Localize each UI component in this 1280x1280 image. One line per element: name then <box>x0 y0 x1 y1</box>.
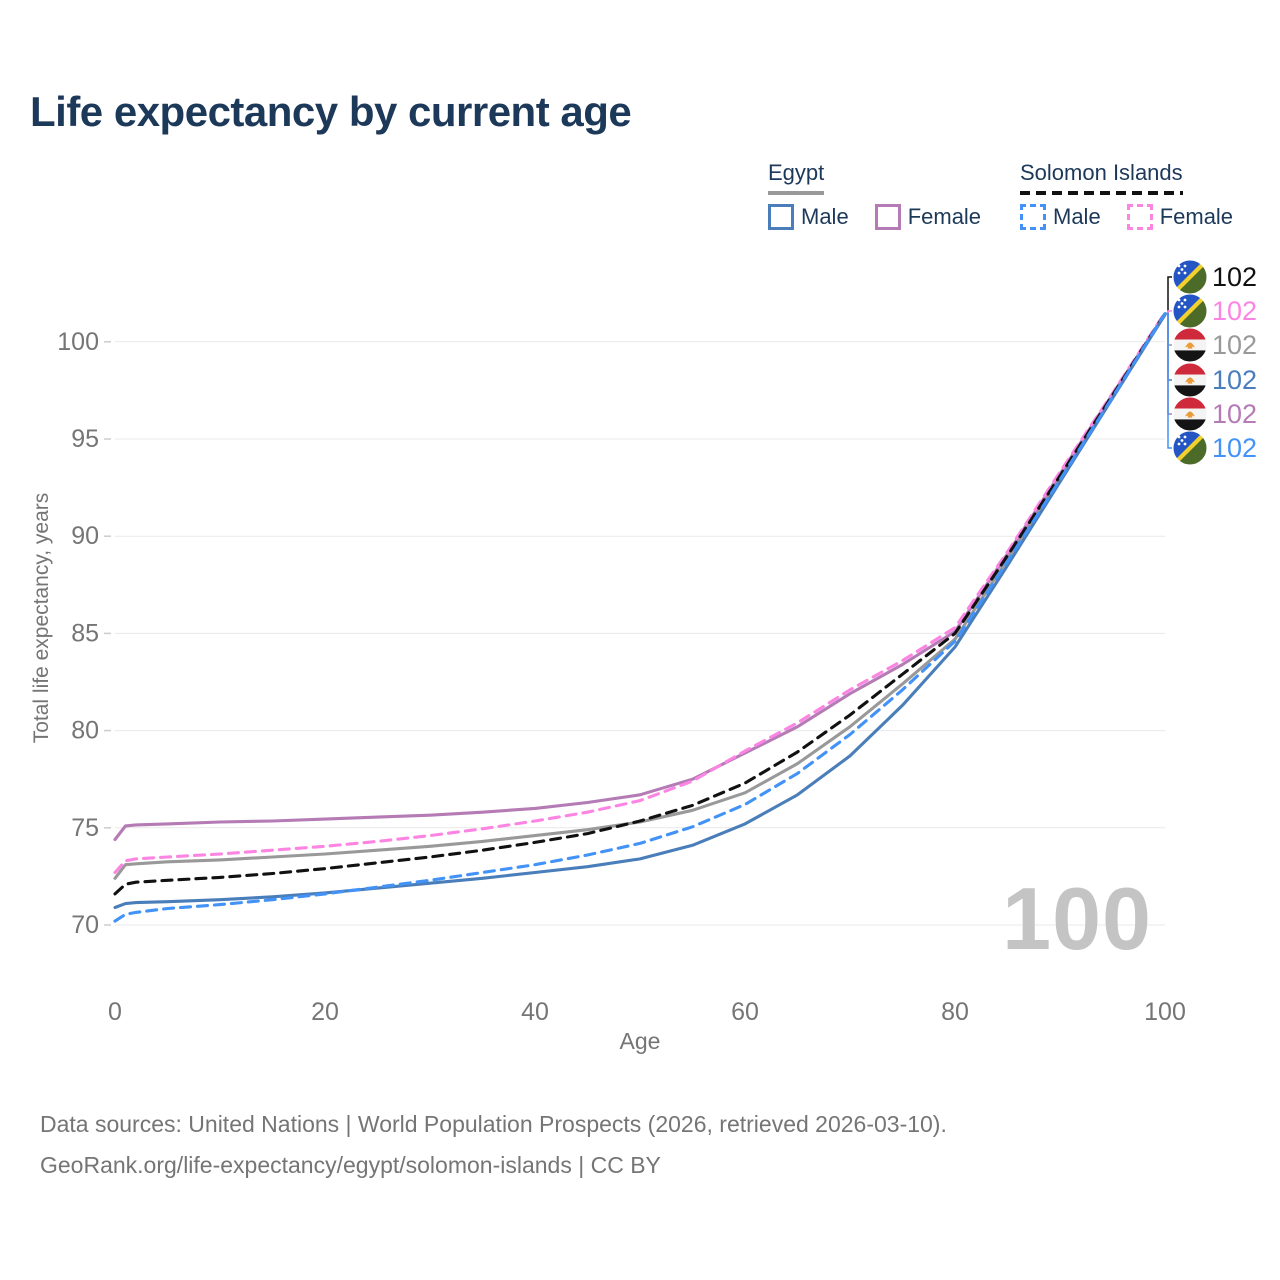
y-axis-title: Total life expectancy, years <box>30 493 53 744</box>
end-label-connector-solomon-both <box>1165 276 1172 315</box>
legend-egypt-male[interactable]: Male <box>768 204 849 230</box>
egypt-female-swatch-icon <box>874 204 901 230</box>
xtick-label-80: 80 <box>941 998 969 1026</box>
ytick-label-95: 95 <box>71 425 99 453</box>
legend-egypt-header[interactable]: Egypt <box>768 160 825 195</box>
xtick-label-20: 20 <box>311 998 339 1026</box>
x-axis-title: Age <box>620 1028 661 1054</box>
series-line-solomon-female[interactable] <box>113 311 1167 875</box>
egypt-series-line-sample <box>768 191 825 195</box>
ytick-label-70: 70 <box>71 911 99 939</box>
ytick-label-75: 75 <box>71 814 99 842</box>
series-line-egypt-female[interactable] <box>113 313 1167 842</box>
end-value-egypt-both: 102 <box>1212 330 1257 360</box>
ytick-label-90: 90 <box>71 522 99 550</box>
end-value-solomon-male: 102 <box>1212 433 1257 463</box>
legend-egypt-female-label: Female <box>907 204 982 229</box>
page-title: Life expectancy by current age <box>30 88 632 135</box>
series-line-solomon-male[interactable] <box>113 312 1167 923</box>
egypt-male-swatch-icon <box>768 204 794 230</box>
attribution-text: GeoRank.org/life-expectancy/egypt/solomo… <box>40 1152 661 1178</box>
end-value-solomon-both: 102 <box>1212 262 1257 292</box>
legend-egypt-female[interactable]: Female <box>874 204 982 230</box>
solomon-female-swatch-icon <box>1126 204 1153 230</box>
end-value-egypt-female: 102 <box>1212 399 1257 429</box>
solomon-flag-icon <box>1172 293 1208 329</box>
ytick-label-80: 80 <box>71 717 99 745</box>
egypt-flag-icon <box>1172 362 1208 398</box>
solomon-flag-icon <box>1172 259 1208 295</box>
legend-egypt-title: Egypt <box>768 160 825 185</box>
legend-solomon-male-label: Male <box>1053 204 1101 229</box>
xtick-label-0: 0 <box>108 998 122 1026</box>
egypt-flag-icon <box>1172 396 1208 432</box>
end-value-egypt-male: 102 <box>1212 365 1257 395</box>
legend-solomon-male[interactable]: Male <box>1020 204 1101 230</box>
xtick-label-100: 100 <box>1144 998 1186 1026</box>
end-label-connector-solomon-male <box>1165 312 1172 449</box>
solomon-series-line-sample <box>1020 191 1183 195</box>
legend-solomon-female-label: Female <box>1159 204 1234 229</box>
age-counter-watermark: 100 <box>1002 869 1152 968</box>
series-line-egypt-male[interactable] <box>113 313 1167 910</box>
legend-solomon-title: Solomon Islands <box>1020 160 1183 185</box>
legend-solomon: Solomon Islands Male Female <box>1020 160 1233 230</box>
legend-solomon-female[interactable]: Female <box>1126 204 1234 230</box>
legend-egypt: Egypt Male Female <box>768 160 981 230</box>
legend-egypt-male-label: Male <box>801 204 849 229</box>
xtick-label-60: 60 <box>731 998 759 1026</box>
solomon-flag-icon <box>1172 430 1208 466</box>
end-value-solomon-female: 102 <box>1212 296 1257 326</box>
legend-solomon-header[interactable]: Solomon Islands <box>1020 160 1183 195</box>
xtick-label-40: 40 <box>521 998 549 1026</box>
egypt-flag-icon <box>1172 327 1208 363</box>
ytick-label-85: 85 <box>71 619 99 647</box>
data-sources-text: Data sources: United Nations | World Pop… <box>40 1111 947 1137</box>
solomon-male-swatch-icon <box>1020 204 1046 230</box>
footer: Data sources: United Nations | World Pop… <box>40 1104 947 1186</box>
ytick-label-100: 100 <box>57 328 99 356</box>
series-line-solomon-both[interactable] <box>113 312 1167 896</box>
